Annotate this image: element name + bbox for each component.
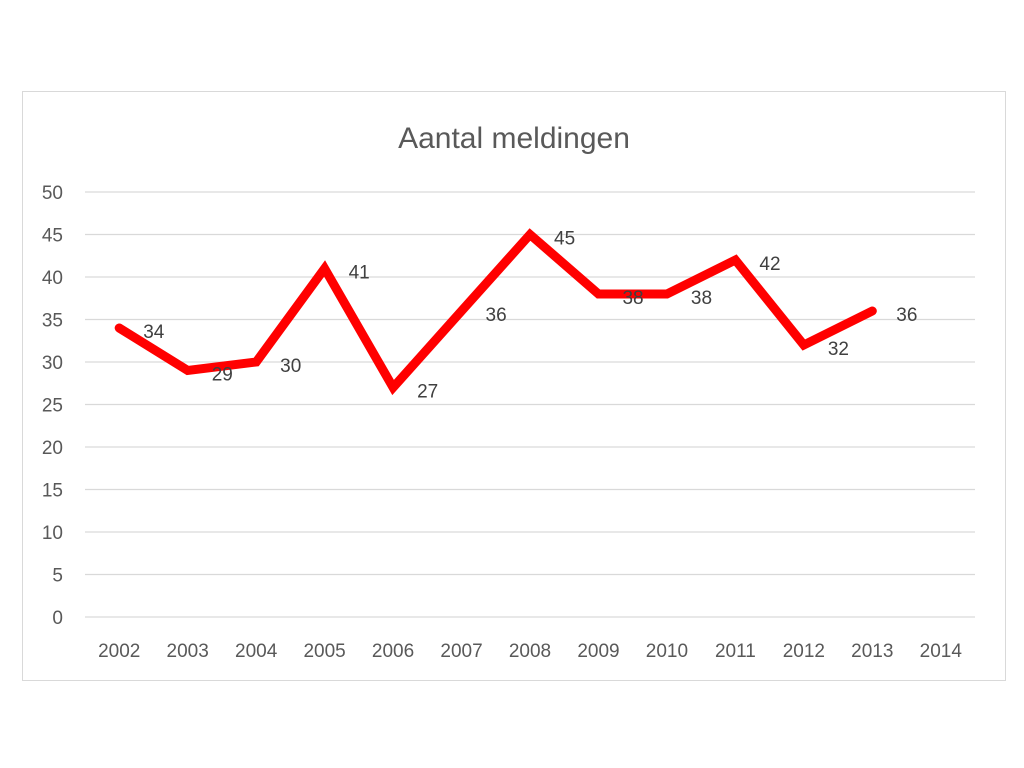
y-tick-label: 20: [42, 438, 63, 459]
data-label: 32: [828, 339, 849, 360]
y-tick-label: 35: [42, 311, 63, 332]
x-axis-tick-labels: 2002 2003 2004 2005 2006 2007 2008 2009 2010 2011…: [98, 641, 962, 662]
y-tick-label: 0: [52, 608, 63, 629]
data-label: 30: [280, 356, 301, 377]
chart-title: Aantal meldingen: [398, 122, 630, 155]
data-label: 38: [691, 288, 712, 309]
gridlines: [85, 191, 975, 618]
data-label: 45: [554, 229, 575, 250]
data-label: 41: [349, 263, 370, 284]
y-tick-label: 15: [42, 481, 63, 502]
data-label: 27: [417, 382, 438, 403]
data-label: 42: [759, 254, 780, 275]
x-tick-label: 2012: [783, 641, 825, 662]
x-tick-label: 2014: [920, 641, 963, 662]
x-tick-label: 2006: [372, 641, 414, 662]
y-tick-label: 10: [42, 523, 63, 544]
x-tick-label: 2009: [577, 641, 619, 662]
y-tick-label: 5: [52, 566, 63, 587]
data-label: 38: [622, 288, 643, 309]
x-tick-label: 2005: [303, 641, 345, 662]
y-tick-label: 40: [42, 268, 63, 289]
data-label: 36: [896, 305, 917, 326]
data-label: 36: [486, 305, 507, 326]
data-label: 29: [212, 365, 233, 386]
data-labels: 34 29 30 41 27 36 45 38 38 42 32 36: [143, 229, 917, 403]
series-line: [114, 228, 877, 396]
x-tick-label: 2003: [167, 641, 209, 662]
y-tick-label: 25: [42, 396, 63, 417]
y-tick-label: 50: [42, 183, 63, 204]
y-axis-tick-labels: 0 5 10 15 20 25 30 35 40 45 50: [42, 183, 63, 629]
data-label: 34: [143, 322, 165, 343]
series-layer: [114, 228, 877, 396]
x-tick-label: 2013: [851, 641, 893, 662]
x-tick-label: 2008: [509, 641, 551, 662]
x-tick-label: 2007: [440, 641, 482, 662]
x-tick-label: 2004: [235, 641, 278, 662]
x-tick-label: 2010: [646, 641, 688, 662]
x-tick-label: 2011: [715, 641, 756, 662]
y-tick-label: 30: [42, 353, 63, 374]
x-tick-label: 2002: [98, 641, 140, 662]
chart-frame: Aantal meldingen 0 5 10 15 20 25 30 35 40 45 50 20…: [22, 91, 1006, 681]
line-chart: Aantal meldingen 0 5 10 15 20 25 30 35 40 45 50 20…: [42, 122, 975, 662]
y-tick-label: 45: [42, 226, 63, 247]
